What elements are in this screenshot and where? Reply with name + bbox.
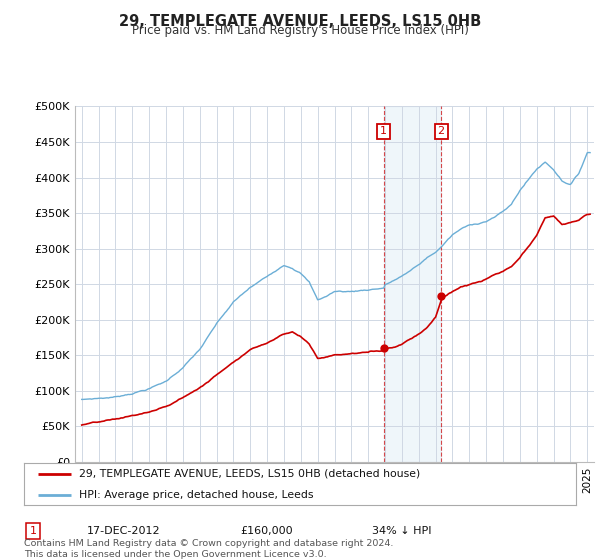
Text: 29, TEMPLEGATE AVENUE, LEEDS, LS15 0HB (detached house): 29, TEMPLEGATE AVENUE, LEEDS, LS15 0HB (… [79, 469, 421, 479]
Text: 1: 1 [29, 526, 37, 536]
Text: Contains HM Land Registry data © Crown copyright and database right 2024.
This d: Contains HM Land Registry data © Crown c… [24, 539, 394, 559]
Text: 2: 2 [437, 127, 445, 136]
Text: 34% ↓ HPI: 34% ↓ HPI [372, 526, 431, 536]
Text: 29, TEMPLEGATE AVENUE, LEEDS, LS15 0HB: 29, TEMPLEGATE AVENUE, LEEDS, LS15 0HB [119, 14, 481, 29]
Text: £160,000: £160,000 [240, 526, 293, 536]
Text: 1: 1 [380, 127, 387, 136]
Bar [384, 106, 441, 462]
Text: 17-DEC-2012: 17-DEC-2012 [87, 526, 161, 536]
Text: Price paid vs. HM Land Registry's House Price Index (HPI): Price paid vs. HM Land Registry's House … [131, 24, 469, 37]
Text: HPI: Average price, detached house, Leeds: HPI: Average price, detached house, Leed… [79, 489, 314, 500]
